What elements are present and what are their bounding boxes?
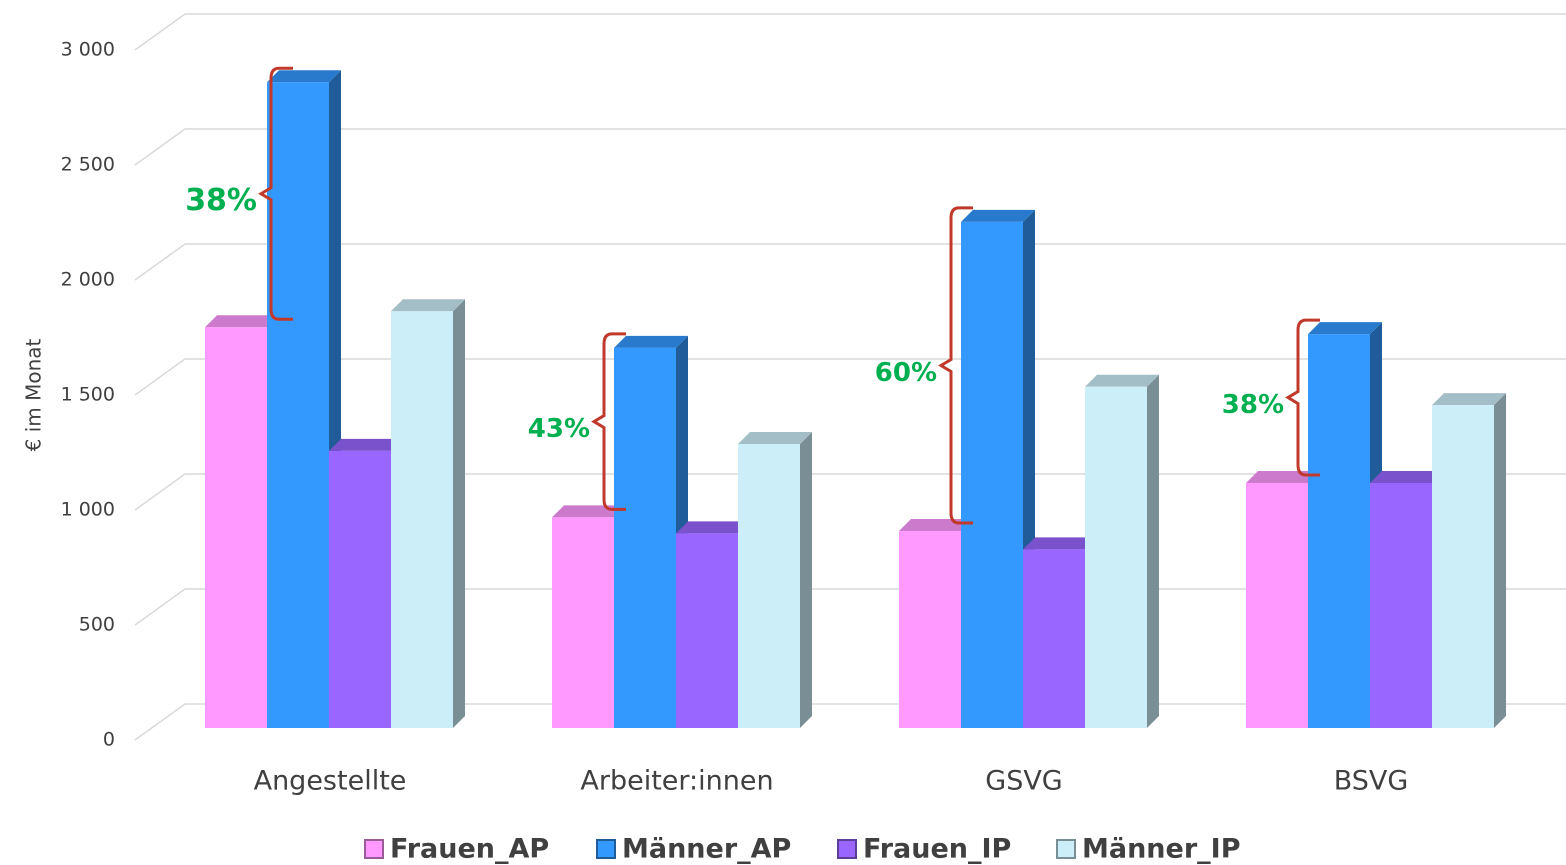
y-tick-label: 500 bbox=[79, 614, 115, 636]
grid-line bbox=[134, 13, 1566, 51]
x-tick-label: Arbeiter:innen bbox=[580, 766, 773, 797]
bar bbox=[1085, 374, 1159, 728]
bracket bbox=[591, 332, 626, 511]
legend-swatch bbox=[596, 839, 616, 859]
grid-line bbox=[134, 358, 1566, 396]
bar-top bbox=[391, 299, 465, 312]
bar-front bbox=[899, 531, 961, 728]
bar-top bbox=[205, 315, 279, 328]
legend-swatch bbox=[1056, 839, 1076, 859]
grid-line bbox=[134, 128, 1566, 166]
bar-side bbox=[453, 299, 465, 728]
legend-swatch bbox=[837, 839, 857, 859]
annotation: 38% bbox=[1222, 390, 1284, 420]
bar-front bbox=[552, 517, 614, 728]
bracket bbox=[938, 206, 973, 525]
bar-front bbox=[614, 347, 676, 728]
legend-label: Männer_AP bbox=[622, 834, 791, 865]
bar-front bbox=[205, 327, 267, 728]
bar bbox=[1432, 393, 1506, 728]
bar bbox=[391, 299, 465, 728]
bar-front bbox=[676, 533, 738, 728]
bar-front bbox=[391, 311, 453, 728]
bar-front bbox=[961, 221, 1023, 728]
bar-front bbox=[1085, 386, 1147, 728]
annotation: 43% bbox=[528, 414, 590, 444]
bar-top bbox=[1370, 470, 1444, 483]
bar-front bbox=[267, 82, 329, 729]
bar bbox=[267, 70, 341, 729]
bar-top bbox=[614, 335, 688, 348]
y-axis-label: € im Monat bbox=[22, 338, 46, 451]
y-tick-label: 0 bbox=[103, 729, 115, 751]
bar-top bbox=[1308, 322, 1382, 335]
y-tick-label: 1 500 bbox=[61, 384, 115, 406]
legend-label: Frauen_AP bbox=[390, 834, 549, 865]
bar bbox=[738, 432, 812, 728]
x-tick-label: BSVG bbox=[1334, 766, 1409, 797]
bracket bbox=[1285, 318, 1320, 477]
grid-line bbox=[134, 243, 1566, 281]
y-tick-label: 2 000 bbox=[61, 269, 115, 291]
legend-label: Frauen_IP bbox=[863, 834, 1011, 865]
bar-front bbox=[1246, 482, 1308, 728]
bar-top bbox=[676, 521, 750, 534]
y-tick-label: 1 000 bbox=[61, 499, 115, 521]
bar-side bbox=[1147, 374, 1159, 728]
bar-top bbox=[738, 432, 812, 445]
y-tick-label: 3 000 bbox=[61, 39, 115, 61]
bar-side bbox=[1494, 393, 1506, 728]
bar-front bbox=[329, 450, 391, 728]
bar-top bbox=[1023, 537, 1097, 550]
bar-front bbox=[1308, 334, 1370, 728]
annotation: 38% bbox=[185, 183, 257, 218]
bar-top bbox=[267, 70, 341, 83]
bar-side bbox=[800, 432, 812, 728]
legend-label: Männer_IP bbox=[1082, 834, 1241, 865]
bar-front bbox=[738, 444, 800, 728]
bar-top bbox=[329, 438, 403, 451]
legend-swatch bbox=[364, 839, 384, 859]
x-tick-label: Angestellte bbox=[254, 766, 407, 797]
bar-top bbox=[1085, 374, 1159, 387]
bar-front bbox=[1370, 482, 1432, 728]
bar-front bbox=[1023, 549, 1085, 728]
bar-front bbox=[1432, 405, 1494, 728]
y-tick-label: 2 500 bbox=[61, 154, 115, 176]
annotation: 60% bbox=[875, 358, 937, 388]
x-tick-label: GSVG bbox=[985, 766, 1062, 797]
bar-top bbox=[1432, 393, 1506, 406]
bracket bbox=[258, 66, 293, 321]
bar-top bbox=[961, 209, 1035, 222]
